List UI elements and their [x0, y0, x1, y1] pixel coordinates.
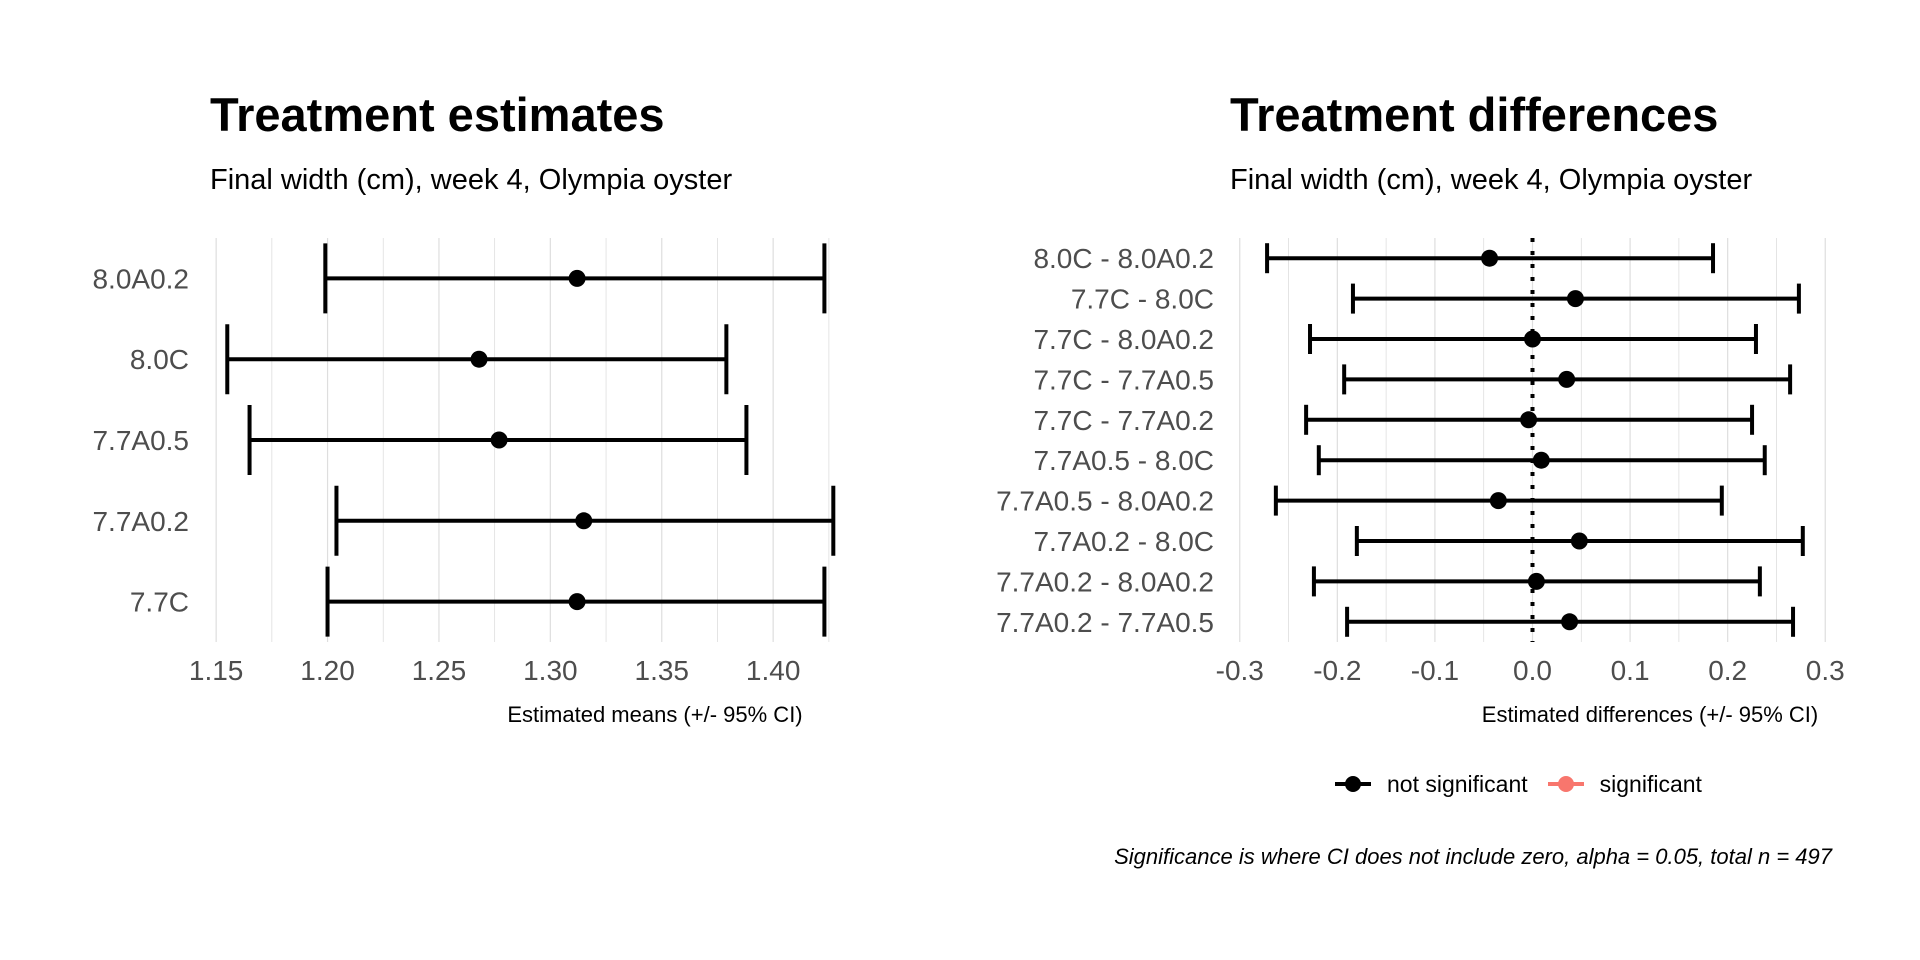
est-estimate-point	[470, 350, 488, 368]
significance-caption: Significance is where CI does not includ…	[1114, 844, 1832, 869]
diff-x-tick-label: 0.0	[1513, 655, 1552, 686]
diff-x-axis-title: Estimated differences (+/- 95% CI)	[1482, 702, 1818, 727]
left-chart-title: Treatment estimates	[210, 88, 665, 141]
diff-x-tick-label: 0.2	[1708, 655, 1747, 686]
diff-estimate-point	[1566, 290, 1584, 308]
diff-estimate-point	[1481, 249, 1499, 267]
diff-category-label: 7.7A0.5 - 8.0C	[1033, 445, 1214, 476]
diff-estimate-point	[1524, 330, 1541, 348]
right-chart-subtitle: Final width (cm), week 4, Olympia oyster	[1230, 164, 1753, 196]
diff-category-label: 7.7C - 7.7A0.2	[1033, 405, 1214, 436]
est-x-tick-label: 1.25	[412, 655, 467, 686]
est-estimate-point	[568, 269, 586, 287]
diff-x-tick-label: -0.2	[1313, 655, 1361, 686]
diff-estimate-point	[1561, 613, 1579, 631]
diff-estimate-point	[1570, 532, 1588, 550]
est-category-label: 7.7A0.2	[92, 506, 189, 537]
diff-x-tick-label: 0.1	[1611, 655, 1650, 686]
diff-category-label: 7.7A0.5 - 8.0A0.2	[996, 486, 1214, 517]
diff-category-label: 7.7C - 8.0A0.2	[1033, 324, 1214, 355]
diff-category-label: 7.7A0.2 - 7.7A0.5	[996, 607, 1214, 638]
est-estimate-point	[490, 431, 508, 449]
est-category-label: 8.0C	[130, 344, 189, 375]
left-chart-subtitle: Final width (cm), week 4, Olympia oyster	[210, 164, 733, 196]
legend-label-not-significant: not significant	[1387, 770, 1528, 797]
est-x-tick-label: 1.30	[523, 655, 578, 686]
est-estimate-point	[568, 593, 586, 611]
est-category-label: 7.7A0.5	[92, 425, 189, 456]
legend-key-not-significant	[1335, 776, 1371, 792]
est-x-tick-label: 1.35	[635, 655, 690, 686]
diff-category-label: 7.7C - 7.7A0.5	[1033, 364, 1214, 395]
diff-category-label: 7.7C - 8.0C	[1071, 284, 1214, 315]
est-estimate-point	[575, 512, 593, 530]
diff-estimate-point	[1558, 370, 1576, 388]
diff-category-label: 7.7A0.2 - 8.0C	[1033, 526, 1214, 557]
est-x-axis-title: Estimated means (+/- 95% CI)	[507, 702, 802, 727]
legend-key-significant	[1547, 776, 1584, 792]
est-x-tick-label: 1.15	[189, 655, 244, 686]
diff-x-tick-label: -0.1	[1411, 655, 1459, 686]
diff-estimate-point	[1489, 492, 1507, 510]
legend-item-significant: significant	[1546, 771, 1702, 798]
legend-item-not-significant: not significant	[1333, 771, 1528, 798]
diff-estimate-point	[1532, 451, 1550, 469]
est-x-tick-label: 1.40	[746, 655, 801, 686]
legend: not significant significant	[1333, 766, 1720, 802]
diff-x-tick-label: 0.3	[1806, 655, 1845, 686]
est-category-label: 7.7C	[130, 587, 189, 618]
diff-category-label: 7.7A0.2 - 8.0A0.2	[996, 566, 1214, 597]
est-category-label: 8.0A0.2	[92, 263, 189, 294]
diff-estimate-point	[1520, 411, 1538, 429]
diff-estimate-point	[1527, 572, 1545, 590]
legend-label-significant: significant	[1599, 770, 1702, 797]
diff-x-tick-label: -0.3	[1216, 655, 1264, 686]
est-x-tick-label: 1.20	[300, 655, 355, 686]
right-chart-title: Treatment differences	[1230, 88, 1719, 141]
diff-category-label: 8.0C - 8.0A0.2	[1033, 243, 1214, 274]
